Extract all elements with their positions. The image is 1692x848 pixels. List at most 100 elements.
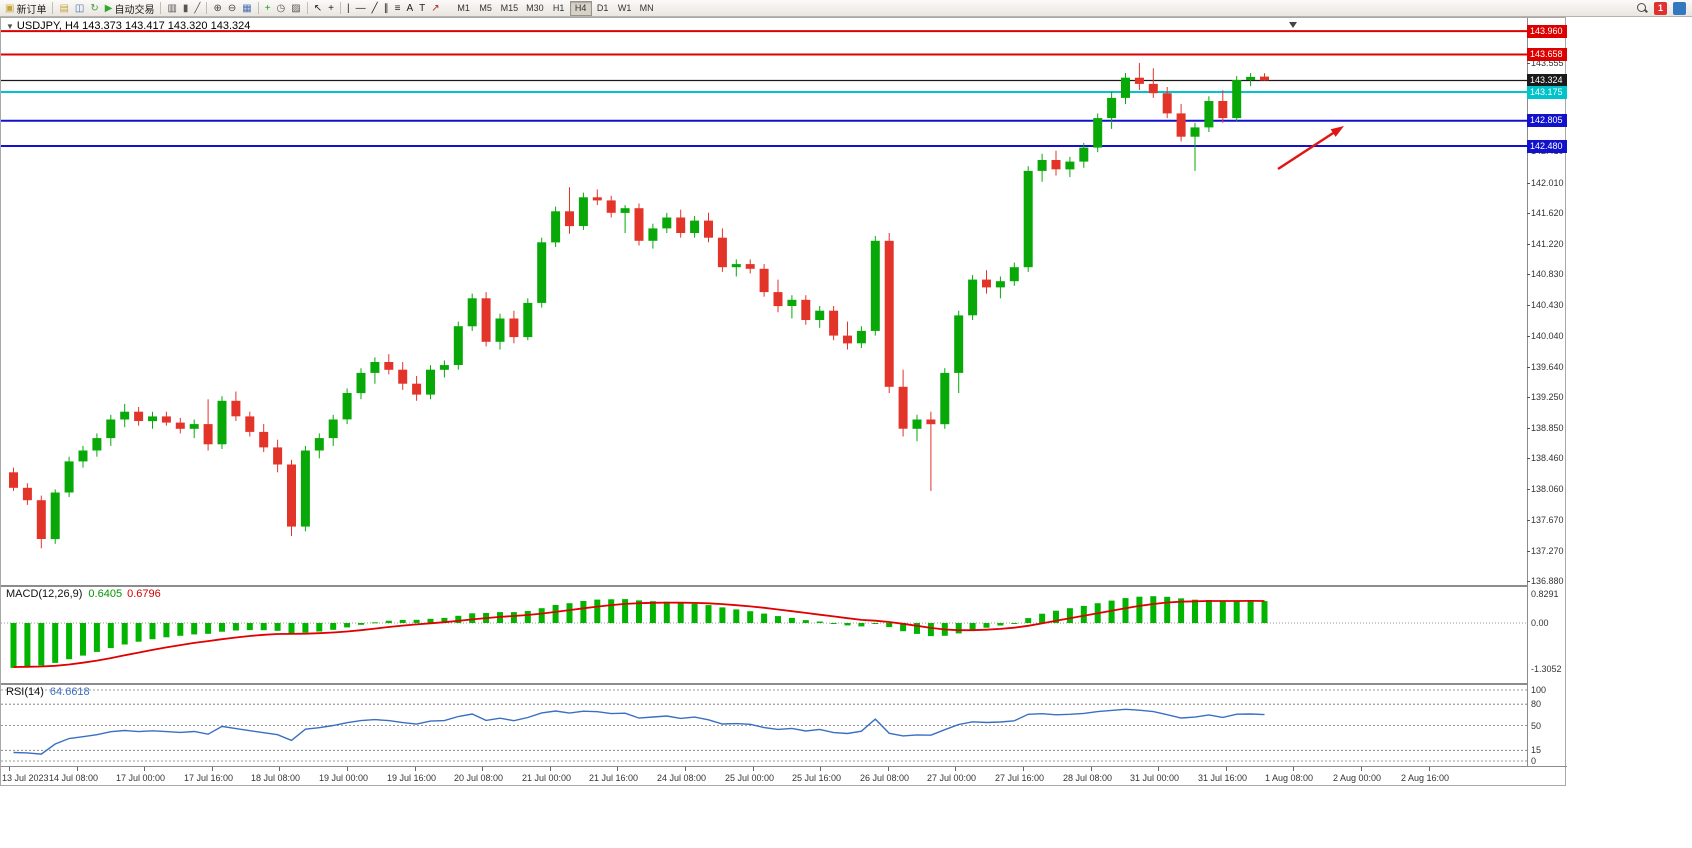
horizontal-line-button[interactable]: — [353,1,369,16]
fibonacci-button[interactable]: ≡ [392,1,404,16]
template-button[interactable]: ▨ [288,1,303,16]
timeframe-m5-button[interactable]: M5 [475,1,497,16]
toolbar-separator [52,2,54,14]
price-level-box: 143.324 [1527,74,1567,87]
community-icon[interactable] [1673,1,1686,15]
autotrading-button[interactable]: ▶ 自动交易 [102,1,158,16]
candle-chart-type-icon: ▮ [182,2,189,14]
time-tick-label: 20 Jul 08:00 [454,773,504,783]
rsi-panel[interactable] [1,685,1527,766]
timeframe-mn-button[interactable]: MN [636,1,658,16]
new-order-icon: ▣ [5,2,15,14]
timeframe-m15-button[interactable]: M15 [497,1,523,16]
vertical-line-button[interactable]: | [344,1,353,16]
notification-badge[interactable]: 1 [1654,1,1667,15]
trendline-button[interactable]: ╱ [369,1,381,16]
arrows-button[interactable]: ↗ [428,1,442,16]
time-tick-label: 2 Aug 16:00 [1401,773,1450,783]
charts-button[interactable]: ▤ [56,1,71,16]
time-tick-label: 31 Jul 00:00 [1130,773,1180,783]
macd-scale-label: 0.00 [1531,618,1549,628]
template-icon: ▨ [291,2,301,14]
price-tick-label: 139.640 [1531,362,1564,372]
rsi-scale-label: 50 [1531,721,1542,731]
collapse-triangle-icon[interactable]: ▼ [6,22,14,31]
toolbar-separator [160,2,162,14]
timeframe-h4-button[interactable]: H4 [569,0,592,16]
panel-divider-rsi[interactable] [1,683,1527,685]
profiles-button[interactable]: ◫ [72,1,87,16]
panel-divider-macd[interactable] [1,585,1527,587]
candlestick-svg [1,30,1527,549]
timeframe-m30-button[interactable]: M30 [522,1,548,16]
time-tick [820,767,821,771]
refresh-button[interactable]: ↻ [87,1,101,16]
time-tick [1361,767,1362,771]
period-button[interactable]: ◷ [274,1,289,16]
time-tick [482,767,483,771]
price-level-box: 143.658 [1527,48,1567,61]
autotrading-button-label: 自动交易 [114,4,155,16]
zoom-out-button[interactable]: ⊖ [225,1,239,16]
line-chart-type-button[interactable]: ╱ [191,1,203,16]
channel-icon: ∥ [383,2,389,14]
search-icon[interactable] [1636,2,1648,14]
time-tick [888,767,889,771]
autotrading-icon: ▶ [104,2,113,14]
crosshair-button[interactable]: + [325,1,337,16]
time-tick [1429,767,1430,771]
main-chart[interactable] [1,18,1527,585]
tile-windows-button[interactable]: ▦ [239,1,254,16]
price-axis[interactable]: 143.555142.410142.010141.620141.220140.8… [1527,18,1567,766]
new-order-button[interactable]: ▣ 新订单 [2,1,49,16]
price-tick-label: 143.555 [1531,58,1564,68]
timeframe-m1-button[interactable]: M1 [453,1,475,16]
chart-shift-marker-icon[interactable] [1289,22,1297,28]
toolbar-separator [306,2,308,14]
profiles-icon: ◫ [74,2,85,14]
price-tick [1527,428,1530,429]
bar-chart-type-button[interactable]: ▥ [164,1,179,16]
text-button[interactable]: A [403,1,416,16]
rsi-scale-label: 0 [1531,756,1537,766]
add-indicator-button[interactable]: + [262,1,274,16]
price-tick [1527,397,1530,398]
price-tick [1527,581,1530,582]
price-tick [1527,520,1530,521]
timeframe-w1-button[interactable]: W1 [614,1,636,16]
rsi-scale-label: 80 [1531,699,1542,709]
time-tick-label: 2 Aug 00:00 [1333,773,1382,783]
arrows-icon: ↗ [431,2,440,14]
tile-windows-icon: ▦ [242,2,252,14]
symbol-ohlc-text: USDJPY, H4 143.373 143.417 143.320 143.3… [16,20,251,32]
chart-window: ▼ USDJPY, H4 143.373 143.417 143.320 143.… [0,17,1567,787]
channel-button[interactable]: ∥ [381,1,392,16]
charts-icon: ▤ [59,2,69,14]
toolbar-separator [257,2,259,14]
timeframe-h1-button[interactable]: H1 [548,1,570,16]
price-tick [1527,183,1530,184]
time-axis[interactable]: 13 Jul 2023 14 Jul 08:00 17 Jul 00:00 17 Ju… [1,767,1567,787]
price-tick-label: 139.250 [1531,392,1564,402]
toolbar-right-group: 1 [1636,1,1686,15]
zoom-in-button[interactable]: ⊕ [210,1,224,16]
price-level-box: 143.960 [1527,25,1567,38]
time-tick-label: 17 Jul 00:00 [116,773,166,783]
label-button[interactable]: T [416,1,428,16]
timeframe-group: M1 M5 M15 M30 H1 H4 D1 W1 MN [453,0,658,16]
time-tick-label: 21 Jul 00:00 [522,773,572,783]
macd-panel[interactable] [1,587,1527,683]
time-tick [415,767,416,771]
time-tick-label: 18 Jul 08:00 [251,773,301,783]
timeframe-d1-button[interactable]: D1 [592,1,614,16]
price-tick [1527,458,1530,459]
price-tick [1527,336,1530,337]
price-tick-label: 136.880 [1531,576,1564,586]
crosshair-icon: + [328,2,334,14]
cursor-button[interactable]: ↖ [311,1,325,16]
time-tick [347,767,348,771]
time-tick-label: 31 Jul 16:00 [1198,773,1248,783]
candle-chart-type-button[interactable]: ▮ [180,1,192,16]
time-tick-label: 27 Jul 00:00 [927,773,977,783]
time-tick [9,767,10,771]
